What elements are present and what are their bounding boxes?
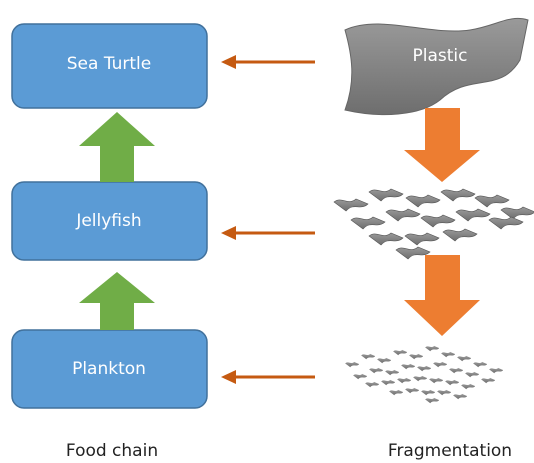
column-caption: Fragmentation bbox=[388, 441, 512, 461]
left-arrow bbox=[221, 55, 315, 69]
fragments bbox=[334, 189, 534, 259]
up-arrow bbox=[79, 112, 155, 182]
down-arrow bbox=[404, 108, 480, 182]
column-caption: Food chain bbox=[66, 441, 158, 461]
down-arrow bbox=[404, 255, 480, 336]
node-label: Sea Turtle bbox=[67, 54, 152, 74]
node-label: Plankton bbox=[72, 359, 146, 379]
left-arrow bbox=[221, 370, 315, 384]
node-label: Plastic bbox=[413, 46, 468, 66]
plastic-sheet bbox=[345, 18, 528, 114]
up-arrow bbox=[79, 272, 155, 330]
left-arrow bbox=[221, 226, 315, 240]
node-label: Jellyfish bbox=[75, 211, 141, 231]
diagram: Sea Turtle Jellyfish Plankton Plastic bbox=[0, 0, 534, 463]
page: Sea Turtle Jellyfish Plankton Plastic bbox=[0, 0, 534, 463]
tiny-fragments bbox=[345, 346, 503, 403]
